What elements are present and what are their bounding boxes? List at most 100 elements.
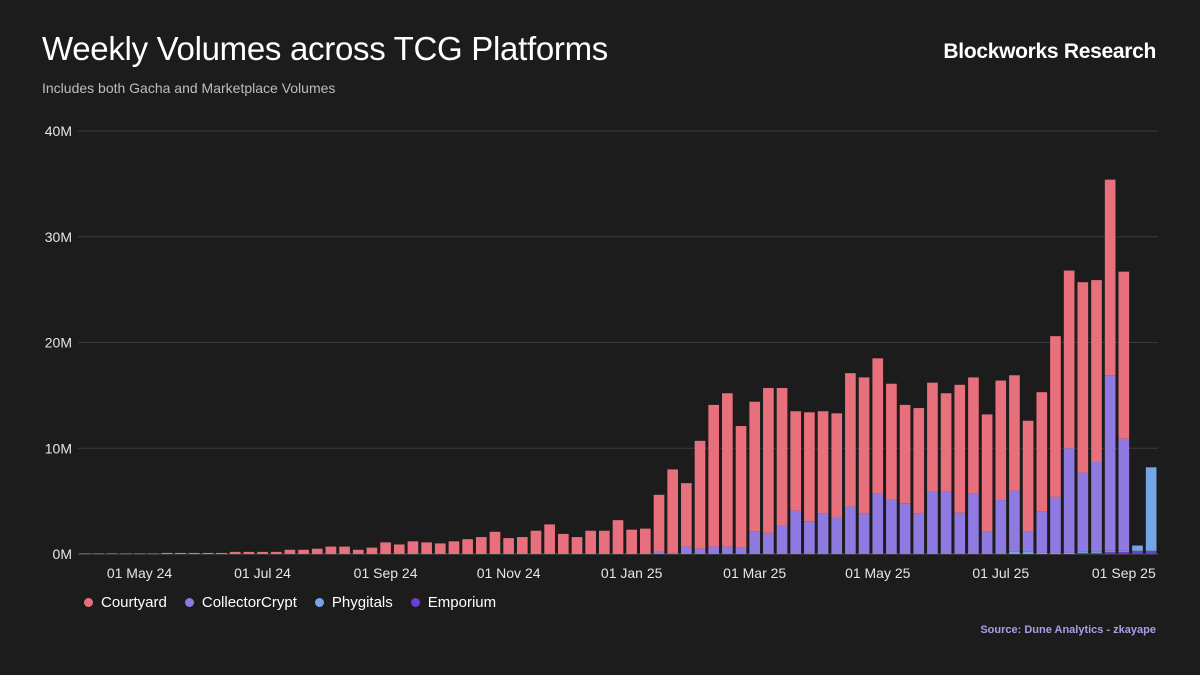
bar-courtyard[interactable] bbox=[1036, 392, 1048, 512]
bar-courtyard[interactable] bbox=[735, 426, 747, 548]
bar-courtyard[interactable] bbox=[544, 524, 555, 554]
bar-phygitals[interactable] bbox=[1036, 552, 1048, 554]
legend-item-emporium[interactable]: Emporium bbox=[410, 594, 496, 611]
bar-courtyard[interactable] bbox=[872, 358, 884, 494]
bar-courtyard[interactable] bbox=[776, 387, 788, 526]
bar-courtyard[interactable] bbox=[393, 544, 405, 554]
bar-courtyard[interactable] bbox=[886, 383, 897, 500]
bar-courtyard[interactable] bbox=[804, 412, 815, 522]
bar-courtyard[interactable] bbox=[817, 411, 829, 514]
bar-collectorcrypt[interactable] bbox=[1022, 531, 1034, 552]
bar-courtyard[interactable] bbox=[612, 520, 624, 554]
bar-courtyard[interactable] bbox=[434, 543, 446, 554]
bar-courtyard[interactable] bbox=[311, 548, 323, 554]
bar-courtyard[interactable] bbox=[667, 469, 679, 553]
bar-courtyard[interactable] bbox=[284, 549, 296, 554]
bar-courtyard[interactable] bbox=[503, 538, 514, 554]
bar-phygitals[interactable] bbox=[1104, 550, 1116, 552]
bar-courtyard[interactable] bbox=[243, 551, 255, 554]
bar-courtyard[interactable] bbox=[120, 553, 132, 555]
bar-courtyard[interactable] bbox=[1022, 420, 1034, 532]
bar-collectorcrypt[interactable] bbox=[1050, 496, 1061, 553]
bar-phygitals[interactable] bbox=[1132, 545, 1143, 551]
bar-courtyard[interactable] bbox=[298, 549, 309, 554]
bar-courtyard[interactable] bbox=[1077, 282, 1089, 473]
legend-item-phygitals[interactable]: Phygitals bbox=[314, 594, 393, 611]
bar-courtyard[interactable] bbox=[995, 380, 1007, 501]
bar-phygitals[interactable] bbox=[1009, 551, 1020, 554]
bar-phygitals[interactable] bbox=[1118, 550, 1130, 552]
bar-courtyard[interactable] bbox=[475, 537, 487, 554]
bar-courtyard[interactable] bbox=[899, 404, 911, 504]
bar-courtyard[interactable] bbox=[270, 551, 282, 554]
bar-courtyard[interactable] bbox=[325, 546, 337, 554]
bar-emporium[interactable] bbox=[1104, 551, 1116, 554]
bar-courtyard[interactable] bbox=[489, 531, 501, 554]
bar-collectorcrypt[interactable] bbox=[981, 531, 993, 554]
bar-collectorcrypt[interactable] bbox=[776, 525, 788, 554]
bar-courtyard[interactable] bbox=[352, 549, 364, 554]
bar-courtyard[interactable] bbox=[1009, 375, 1020, 491]
bar-courtyard[interactable] bbox=[858, 377, 870, 514]
bar-courtyard[interactable] bbox=[175, 552, 186, 554]
bar-courtyard[interactable] bbox=[339, 546, 350, 554]
bar-courtyard[interactable] bbox=[516, 537, 528, 554]
bar-collectorcrypt[interactable] bbox=[1036, 511, 1048, 553]
bar-collectorcrypt[interactable] bbox=[995, 500, 1007, 554]
bar-collectorcrypt[interactable] bbox=[790, 510, 802, 554]
bar-courtyard[interactable] bbox=[599, 530, 610, 554]
bar-courtyard[interactable] bbox=[448, 541, 460, 554]
bar-courtyard[interactable] bbox=[407, 541, 419, 554]
bar-courtyard[interactable] bbox=[366, 547, 378, 554]
bar-collectorcrypt[interactable] bbox=[694, 548, 706, 554]
bar-courtyard[interactable] bbox=[763, 387, 774, 533]
bar-courtyard[interactable] bbox=[640, 528, 651, 554]
bar-collectorcrypt[interactable] bbox=[1063, 448, 1075, 553]
bar-courtyard[interactable] bbox=[1118, 271, 1130, 439]
bar-collectorcrypt[interactable] bbox=[940, 491, 952, 554]
bar-collectorcrypt[interactable] bbox=[872, 493, 884, 554]
bar-courtyard[interactable] bbox=[790, 411, 802, 511]
bar-courtyard[interactable] bbox=[1104, 179, 1116, 376]
bar-phygitals[interactable] bbox=[1145, 467, 1157, 551]
bar-collectorcrypt[interactable] bbox=[1077, 472, 1089, 552]
bar-emporium[interactable] bbox=[1132, 550, 1143, 554]
bar-phygitals[interactable] bbox=[1050, 552, 1061, 554]
bar-collectorcrypt[interactable] bbox=[681, 546, 692, 554]
bar-collectorcrypt[interactable] bbox=[831, 516, 843, 554]
bar-courtyard[interactable] bbox=[1091, 280, 1102, 462]
bar-collectorcrypt[interactable] bbox=[845, 506, 856, 554]
bar-collectorcrypt[interactable] bbox=[1091, 462, 1102, 552]
bar-courtyard[interactable] bbox=[216, 552, 227, 554]
bar-courtyard[interactable] bbox=[571, 537, 583, 554]
bar-collectorcrypt[interactable] bbox=[968, 493, 979, 554]
bar-collectorcrypt[interactable] bbox=[954, 512, 966, 554]
bar-courtyard[interactable] bbox=[147, 553, 159, 555]
bar-collectorcrypt[interactable] bbox=[817, 513, 829, 554]
bar-courtyard[interactable] bbox=[557, 533, 569, 554]
bar-collectorcrypt[interactable] bbox=[1104, 375, 1116, 551]
bar-courtyard[interactable] bbox=[845, 373, 856, 507]
bar-courtyard[interactable] bbox=[161, 552, 173, 554]
bar-courtyard[interactable] bbox=[585, 530, 596, 554]
bar-collectorcrypt[interactable] bbox=[708, 546, 720, 554]
bar-courtyard[interactable] bbox=[954, 384, 966, 513]
bar-courtyard[interactable] bbox=[722, 393, 733, 547]
bar-phygitals[interactable] bbox=[1022, 551, 1034, 554]
bar-courtyard[interactable] bbox=[940, 393, 952, 492]
bar-courtyard[interactable] bbox=[188, 552, 200, 554]
bar-collectorcrypt[interactable] bbox=[653, 551, 665, 554]
bar-courtyard[interactable] bbox=[1050, 336, 1061, 497]
bar-collectorcrypt[interactable] bbox=[1009, 490, 1020, 552]
bar-courtyard[interactable] bbox=[93, 553, 104, 555]
bar-emporium[interactable] bbox=[1077, 552, 1089, 554]
legend-item-courtyard[interactable]: Courtyard bbox=[84, 594, 167, 611]
bar-courtyard[interactable] bbox=[927, 382, 938, 492]
bar-collectorcrypt[interactable] bbox=[927, 491, 938, 554]
bar-phygitals[interactable] bbox=[1091, 551, 1102, 553]
bar-courtyard[interactable] bbox=[749, 401, 761, 532]
bar-courtyard[interactable] bbox=[134, 553, 145, 555]
bar-phygitals[interactable] bbox=[1063, 552, 1075, 554]
bar-courtyard[interactable] bbox=[681, 483, 692, 547]
bar-collectorcrypt[interactable] bbox=[899, 503, 911, 554]
